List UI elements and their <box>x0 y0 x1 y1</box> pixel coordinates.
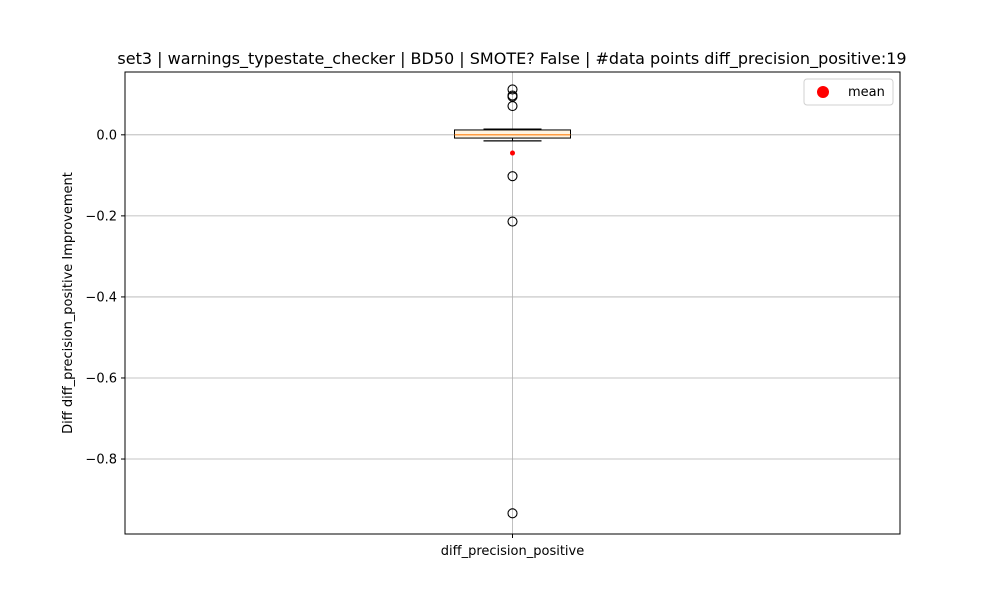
x-tick-label: diff_precision_positive <box>441 544 584 559</box>
y-tick-label: −0.8 <box>85 453 117 468</box>
legend-frame <box>803 78 894 106</box>
outlier-point <box>507 171 518 182</box>
y-axis-label: Diff diff_precision_positive Improvement <box>61 172 76 434</box>
y-tick-label: −0.2 <box>85 209 117 224</box>
y-tick-label: −0.4 <box>85 290 117 305</box>
box-iqr <box>454 129 571 139</box>
y-tick-label: 0.0 <box>96 128 117 143</box>
y-axis-ticks: 0.0 −0.2 −0.4 −0.6 −0.8 <box>85 128 125 468</box>
chart-title: set3 | warnings_typestate_checker | BD50… <box>117 49 906 69</box>
grid-lines <box>125 72 900 534</box>
outlier-point <box>507 100 518 112</box>
boxplot <box>454 84 571 519</box>
y-tick-label: −0.6 <box>85 371 117 386</box>
outlier-point <box>507 84 518 95</box>
legend: mean <box>803 78 894 106</box>
legend-mean-marker <box>817 86 829 98</box>
legend-mean-label: mean <box>848 85 885 100</box>
x-axis-ticks: diff_precision_positive <box>441 534 584 559</box>
mean-marker <box>510 150 515 156</box>
outlier-point <box>507 508 518 519</box>
outlier-point <box>507 216 518 227</box>
plot-area-frame <box>124 71 901 535</box>
